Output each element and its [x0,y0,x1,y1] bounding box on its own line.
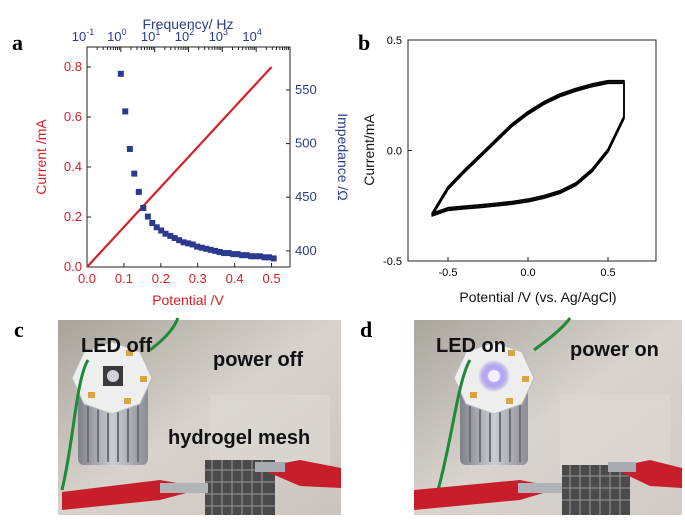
impedance-point [194,243,201,250]
y-tick-label-a: 0.4 [64,159,82,174]
x-tick-label-a: 0.2 [152,271,170,286]
top-tick-label-a: 10-1 [72,27,94,44]
top-tick-label-a: 103 [209,27,228,44]
impedance-point [176,237,183,244]
impedance-point [221,250,228,257]
cv-y-axis-label: Current/mA [361,114,377,186]
top-tick-label-a: 102 [175,27,194,44]
impedance-point [140,204,147,211]
current-line [86,66,273,268]
impedance-point [270,255,277,262]
impedance-point [207,246,214,253]
panel-letter-a: a [12,30,23,55]
impedance-point [162,230,169,237]
potential-axis-label: Potential /V [152,292,224,308]
top-tick-label-a: 104 [242,27,261,44]
x-tick-label-a: 0.1 [115,271,133,286]
photo-led-on: LED on power on [414,317,682,515]
impedance-point [216,248,223,255]
impedance-point [167,232,174,239]
impedance-point [198,244,205,251]
impedance-point [122,108,129,115]
impedance-point [266,254,273,261]
panel-b-chart: -0.5 0.0 0.5 -0.5 0.0 0.5 Potential /V (vs. A… [361,35,657,305]
impedance-point [257,253,264,260]
impedance-point [144,213,151,220]
impedance-point [189,241,196,248]
panel-letter-c: c [14,317,24,342]
cv-loop [431,79,625,214]
y-tick-label-a: 0.6 [64,109,82,124]
impedance-point [185,240,192,247]
plot-b-frame [407,39,657,262]
impedance-point [171,235,178,242]
panel-letter-d: d [360,317,372,342]
hydrogel-mesh-label: hydrogel mesh [168,427,310,449]
x-tick-label-b: -0.5 [439,267,458,279]
impedance-point [131,170,138,177]
x-tick-label-b: 0.5 [600,267,615,279]
power-off-label: power off [213,349,303,371]
y-tick-label-b: 0.0 [387,146,402,158]
impedance-point [149,220,156,226]
photo-led-off: LED off power off hydrogel mesh [58,317,341,515]
impedance-point [117,70,124,77]
led-off-label: LED off [81,335,152,357]
y-tick-label-a: 0.2 [64,209,82,224]
impedance-point [252,253,259,260]
impedance-axis-label: Impedance /Ω [335,113,351,201]
cv-loop [431,81,625,216]
cv-x-axis-label: Potential /V (vs. Ag/AgCl) [459,289,616,305]
impedance-point [180,239,187,246]
impedance-point [158,227,165,234]
panel-a-chart: 0.0 0.1 0.2 0.3 0.4 0.5 0.0 0.2 0.4 0.6 0.8 400 450 5… [33,16,351,308]
led-on-label: LED on [436,335,506,357]
top-tick-label-a: 100 [107,27,126,44]
y-tick-label-b: 0.5 [387,35,402,47]
x-tick-label-a: 0.0 [78,271,96,286]
current-axis-label: Current /mA [33,119,49,195]
impedance-point [234,251,241,258]
impedance-point [243,252,250,259]
right-tick-label-a: 550 [295,82,317,97]
impedance-point [126,145,133,152]
y-tick-label-a: 0.8 [64,59,82,74]
right-tick-label-a: 500 [295,136,317,151]
frequency-axis-label: Frequency/ Hz [142,16,233,32]
impedance-point [261,254,268,261]
power-on-label: power on [570,339,659,361]
y-tick-label-b: -0.5 [383,256,402,268]
y-tick-label-a: 0.0 [64,259,82,274]
impedance-point [225,250,232,257]
right-tick-label-a: 450 [295,189,317,204]
impedance-point [212,247,219,254]
cv-loop [431,82,625,217]
x-tick-label-a: 0.3 [189,271,207,286]
top-tick-label-a: 101 [141,27,160,44]
impedance-point [153,224,160,231]
x-tick-label-b: 0.0 [520,267,535,279]
impedance-point [135,188,142,195]
impedance-point [203,245,210,252]
impedance-point [239,252,246,259]
x-tick-label-a: 0.5 [263,271,281,286]
panel-letter-b: b [358,30,370,55]
impedance-point [230,251,237,258]
impedance-point [248,253,255,260]
right-tick-label-a: 400 [295,243,317,258]
x-tick-label-a: 0.4 [226,271,244,286]
